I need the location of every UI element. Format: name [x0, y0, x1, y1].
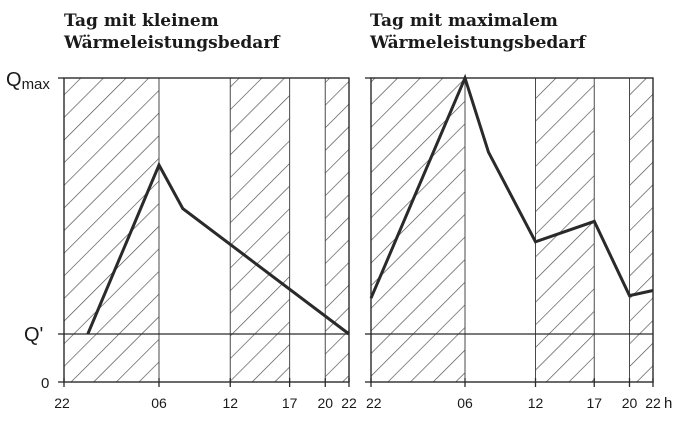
y-label-qmax-sub: max: [22, 76, 51, 93]
x-tick-label-1-0: 22: [366, 395, 382, 411]
y-label-q-prime: Q': [24, 324, 43, 346]
y-label-qmax-main: Q: [6, 69, 22, 91]
x-tick-label-1-1: 06: [457, 395, 473, 411]
plot-frames: [63, 77, 654, 383]
x-tick-label-1-3: 17: [586, 395, 602, 411]
x-unit-label-1: h: [664, 395, 672, 412]
plot-frame-1: [370, 77, 654, 383]
hatch-band-1-1: [535, 77, 595, 383]
hatch-band-0-1: [229, 77, 291, 383]
x-tick-label-0-5: 22: [341, 395, 357, 411]
chart-title-left: Tag mit kleinem Wärmeleistungsbedarf: [64, 10, 280, 54]
x-tick-label-1-5: 22: [645, 395, 661, 411]
hatch-band-0-2: [324, 77, 350, 383]
chart-title-right-line-1: Tag mit maximalem: [370, 11, 558, 31]
chart-title-left-line-2: Wärmeleistungsbedarf: [64, 33, 280, 53]
plot-frame-0: [63, 77, 350, 383]
hatch-band-0-0: [63, 77, 160, 383]
chart-title-right: Tag mit maximalem Wärmeleistungsbedarf: [370, 10, 586, 54]
hatch-band-1-2: [629, 77, 654, 383]
chart-title-right-line-2: Wärmeleistungsbedarf: [370, 33, 586, 53]
x-tick-label-0-1: 06: [151, 395, 167, 411]
y-label-qmax: Qmax: [6, 69, 50, 93]
x-tick-label-0-3: 17: [282, 395, 298, 411]
demand-lines: [86, 73, 654, 336]
x-tick-label-1-2: 12: [528, 395, 544, 411]
x-tick-label-0-0: 22: [54, 395, 70, 411]
x-tick-label-0-4: 20: [317, 395, 333, 411]
demand-line-1-0: [369, 73, 654, 299]
x-tick-label-0-2: 12: [222, 395, 238, 411]
x-tick-label-1-4: 20: [622, 395, 638, 411]
axes: [58, 77, 654, 387]
hatched-periods: [63, 77, 654, 383]
demand-line-0-0: [86, 161, 350, 336]
y-label-zero: 0: [41, 375, 49, 392]
chart-title-left-line-1: Tag mit kleinem: [64, 11, 219, 31]
hatch-band-1-0: [370, 77, 466, 383]
